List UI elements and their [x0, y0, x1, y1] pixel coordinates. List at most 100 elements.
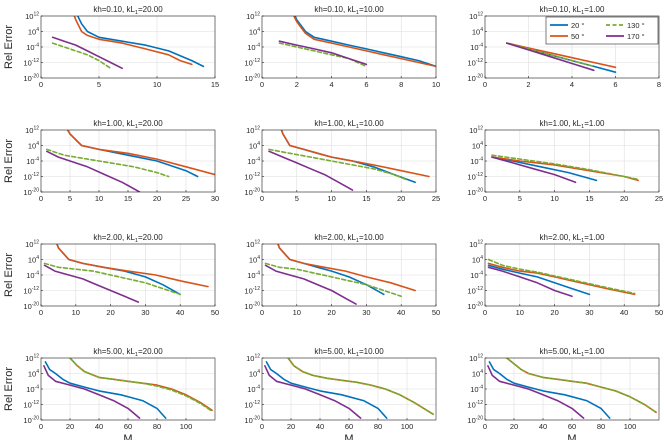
y-tick-label: 10-20: [467, 416, 483, 426]
y-tick-label: 1012: [469, 240, 483, 250]
legend: 20 ° 50 ° 130 ° 170 °: [545, 16, 659, 45]
y-tick-label: 10-20: [23, 416, 39, 426]
x-tick-label: 80: [153, 422, 161, 431]
x-tick-label: 10: [327, 194, 335, 203]
series-line-130: [264, 262, 403, 298]
series-line-50: [66, 130, 215, 176]
x-tick-label: 20: [106, 308, 114, 317]
x-tick-label: 0: [260, 194, 264, 203]
x-tick-label: 10: [550, 194, 558, 203]
x-tick-label: 8: [657, 80, 661, 89]
x-tick-label: 30: [211, 194, 219, 203]
x-tick-label: 0: [260, 80, 264, 89]
x-tick-label: 8: [399, 80, 403, 89]
y-tick-label: 1012: [246, 354, 260, 364]
subplot-title: kh=1.00, kL1=20.00: [93, 119, 163, 130]
subplot-1: 0 5 10 15 1012 104 10-4 10-12 10-20 kh=0.10, kL1=…: [3, 5, 219, 89]
x-tick-label: 40: [397, 308, 405, 317]
series-group: [264, 244, 416, 305]
y-tick-label: 10-4: [247, 385, 260, 395]
y-tick-label: 104: [28, 369, 39, 379]
y-tick-label: 10-12: [244, 58, 260, 68]
y-tick-label: 10-12: [23, 172, 39, 182]
y-tick-label: 104: [249, 369, 260, 379]
y-tick-label: 10-20: [244, 74, 260, 84]
subplot-6: 0 5 10 15 20 25 1012 104 10-4 10-12 10-20 kh=1.00, …: [467, 119, 663, 203]
x-tick-label: 25: [182, 194, 190, 203]
series-line-20: [44, 361, 167, 419]
x-tick-label: 0: [39, 422, 43, 431]
x-tick-label: 4: [570, 80, 574, 89]
x-tick-label: 50: [432, 308, 440, 317]
subplot-title: kh=2.00, kL1=20.00: [93, 233, 163, 244]
y-tick-label: 1012: [25, 12, 39, 22]
series-line-20: [487, 264, 591, 296]
x-tick-label: 0: [260, 308, 264, 317]
y-tick-label: 104: [472, 255, 483, 265]
subplot-title: kh=0.10, kL1=10.00: [314, 5, 384, 16]
series-group: [268, 130, 430, 191]
series-line-170: [491, 156, 577, 184]
y-tick-label: 10-4: [247, 157, 260, 167]
y-tick-label: 104: [249, 255, 260, 265]
series-line-170: [268, 150, 354, 191]
x-tick-label: 0: [39, 308, 43, 317]
legend-label-130: 130 °: [627, 21, 645, 30]
series-line-170: [43, 264, 140, 303]
series-line-130: [69, 358, 213, 413]
y-tick-label: 1012: [25, 240, 39, 250]
series-line-130: [43, 262, 181, 296]
series-group: [505, 42, 617, 73]
subplot-2: 0 2 4 6 8 10 1012 104 10-4 10-12 10-20 kh=0.10, kL1…: [244, 5, 440, 89]
y-tick-label: 104: [472, 369, 483, 379]
series-group: [487, 258, 636, 298]
y-tick-label: 10-12: [467, 172, 483, 182]
y-tick-label: 10-4: [26, 43, 39, 53]
series-group: [43, 244, 209, 303]
y-tick-label: 10-20: [467, 302, 483, 312]
series-line-20: [76, 16, 205, 68]
series-line-20: [294, 16, 436, 68]
y-tick-label: 1012: [25, 126, 39, 136]
y-tick-label: 10-20: [467, 188, 483, 198]
x-tick-label: 0: [39, 80, 43, 89]
x-tick-label: 50: [655, 308, 663, 317]
subplot-11: 0 20 40 60 80 100 1012 104 10-4 10-12 10-20 kh=5.00…: [244, 347, 437, 440]
series-line-170: [487, 266, 573, 298]
x-tick-label: 15: [211, 80, 219, 89]
y-tick-label: 10-12: [467, 400, 483, 410]
series-line-130: [51, 42, 112, 70]
legend-label-170: 170 °: [627, 32, 645, 41]
x-tick-label: 20: [397, 194, 405, 203]
subplot-7: 0 10 20 30 40 50 1012 104 10-4 10-12 10-20 kh=2.00,…: [3, 233, 219, 317]
subplot-4: 0 5 10 15 20 25 30 1012 104 10-4 10-12 10-20 kh=1.00…: [3, 119, 219, 203]
series-line-20: [488, 361, 611, 419]
series-line-50: [293, 16, 436, 68]
y-tick-label: 1012: [25, 354, 39, 364]
series-line-20: [265, 361, 388, 419]
x-tick-label: 5: [97, 80, 101, 89]
x-tick-label: 10: [293, 308, 301, 317]
subplot-8: 0 10 20 30 40 50 1012 104 10-4 10-12 10-20 kh=2.00,…: [244, 233, 440, 317]
x-axis-label: M: [344, 433, 353, 440]
y-tick-label: 10-12: [23, 58, 39, 68]
series-group: [45, 130, 215, 192]
x-tick-label: 80: [597, 422, 605, 431]
y-axis-label: Rel Error: [3, 139, 15, 183]
legend-box: [545, 16, 659, 45]
y-axis-label: Rel Error: [3, 25, 15, 69]
series-group: [278, 16, 436, 68]
series-line-170: [487, 364, 585, 419]
y-tick-label: 104: [28, 141, 39, 151]
x-tick-label: 20: [510, 422, 518, 431]
series-line-130: [287, 358, 434, 416]
subplot-title: kh=0.10, kL1=20.00: [93, 5, 163, 16]
x-tick-label: 0: [483, 308, 487, 317]
series-group: [487, 358, 657, 419]
series-line-130: [487, 258, 636, 295]
x-tick-label: 60: [124, 422, 132, 431]
y-tick-label: 104: [28, 255, 39, 265]
x-tick-label: 10: [432, 80, 440, 89]
series-line-50: [280, 130, 430, 178]
